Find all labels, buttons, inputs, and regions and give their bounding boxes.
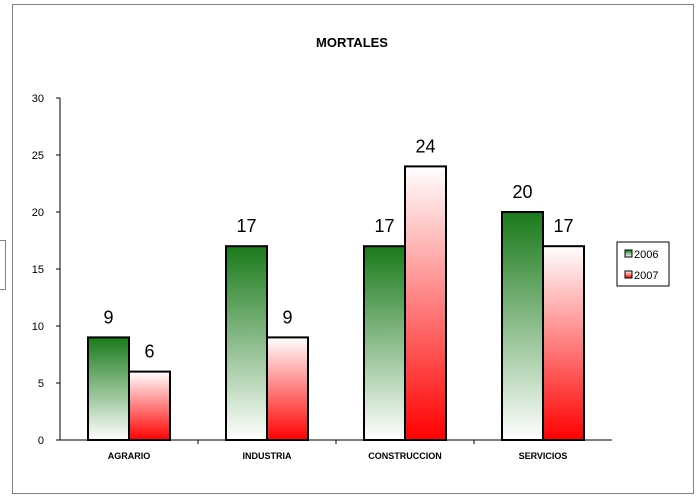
bar-2007-servicios	[542, 245, 585, 441]
legend: 2006 2007	[616, 241, 670, 287]
y-tick-label: 0	[38, 435, 44, 447]
x-category-label: SERVICIOS	[519, 451, 568, 461]
bar-2007-agrario	[128, 370, 171, 442]
x-category-label: CONSTRUCCION	[368, 451, 442, 461]
data-label: 20	[512, 182, 532, 202]
bar-2007-construccion	[404, 165, 447, 441]
frame-edge-fragment	[0, 240, 6, 290]
data-label: 6	[144, 342, 154, 362]
data-label: 17	[553, 216, 573, 236]
data-label: 17	[236, 216, 256, 236]
legend-label-2006: 2006	[634, 249, 658, 261]
bar-2006-construccion	[363, 245, 406, 441]
data-label: 17	[374, 216, 394, 236]
y-tick-label: 25	[32, 150, 44, 162]
y-tick-label: 15	[32, 264, 44, 276]
data-label: 9	[103, 307, 113, 327]
legend-label-2007: 2007	[634, 270, 658, 282]
bar-2007-industria	[266, 336, 309, 441]
legend-box	[616, 241, 670, 287]
legend-swatch-2006	[624, 249, 633, 258]
bar-2006-industria	[225, 245, 268, 441]
data-label: 24	[415, 136, 435, 156]
y-tick-label: 10	[32, 321, 44, 333]
x-category-label: AGRARIO	[108, 451, 151, 461]
y-tick-label: 5	[38, 378, 44, 390]
y-tick-label: 20	[32, 207, 44, 219]
bar-2006-agrario	[87, 336, 130, 441]
chart-title: MORTALES	[316, 35, 388, 50]
data-label: 9	[282, 307, 292, 327]
y-tick-label: 30	[32, 93, 44, 105]
bars: 9 6 17 9 17 24 20 17	[87, 136, 585, 442]
legend-swatch-2007	[624, 270, 633, 279]
bar-2006-servicios	[501, 211, 544, 441]
axes: 0 5 10 15 20 25 30 AGRARIO INDUSTRIA CONSTRUCCION…	[32, 93, 612, 461]
x-category-label: INDUSTRIA	[243, 451, 292, 461]
